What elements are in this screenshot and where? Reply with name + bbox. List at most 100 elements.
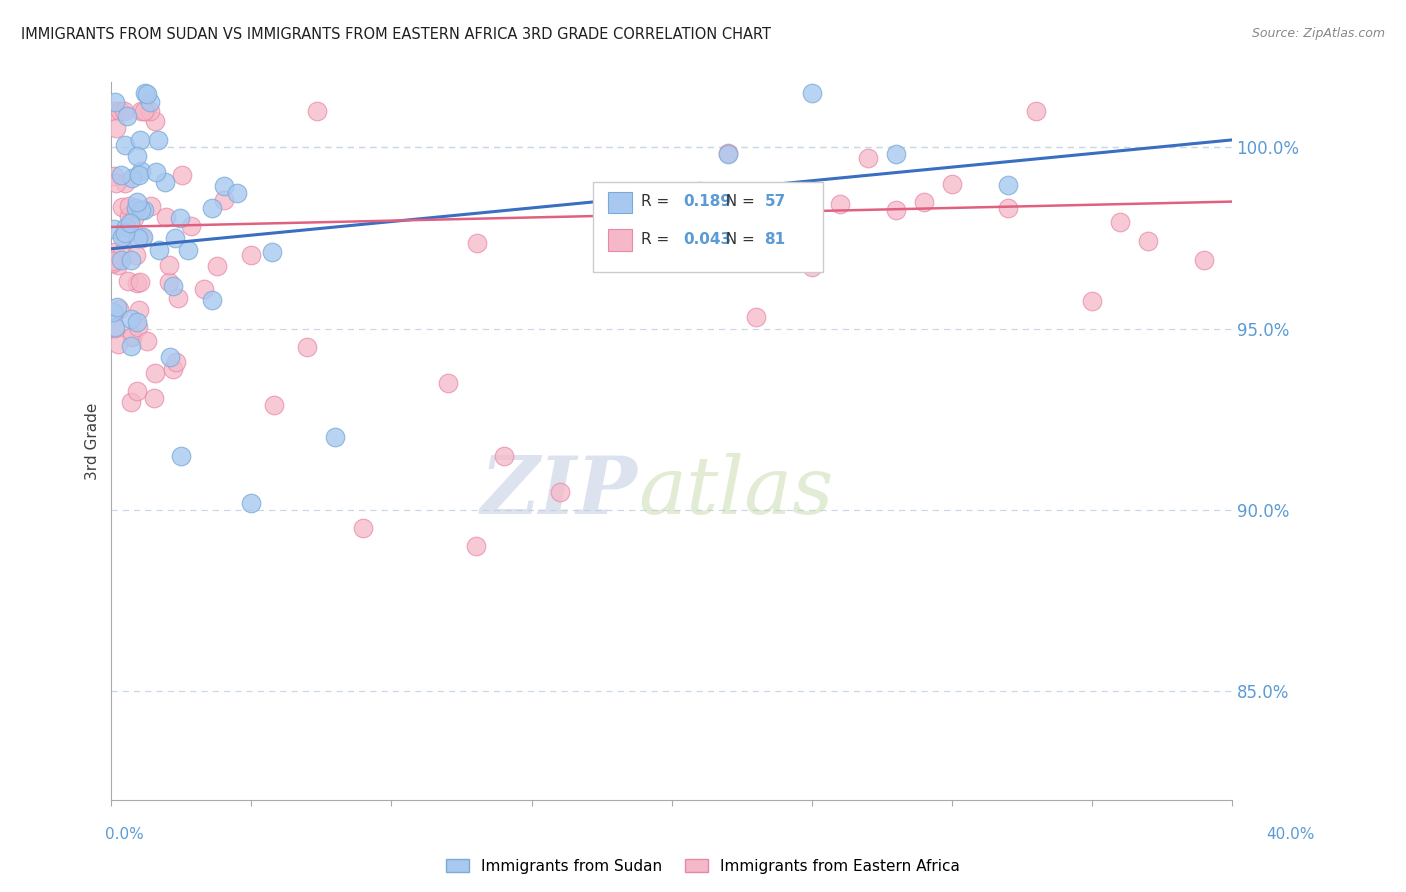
Point [212, 178, 235, 193]
Point [120, 339, 142, 353]
Point [997, 201, 1019, 215]
Point [117, 109, 139, 123]
Point [114, 177, 136, 191]
Point [1192, 252, 1215, 267]
Point [605, 245, 627, 260]
Point [131, 231, 153, 245]
Point [120, 395, 142, 409]
Point [143, 367, 166, 381]
Text: 0.189: 0.189 [683, 194, 731, 210]
Point [180, 219, 202, 234]
Point [941, 178, 963, 192]
Point [118, 210, 141, 224]
Point [172, 168, 194, 182]
Text: N =: N = [717, 232, 761, 247]
Point [139, 103, 162, 118]
Point [155, 210, 177, 224]
Point [125, 148, 148, 162]
Point [464, 539, 486, 553]
Point [108, 301, 131, 316]
Text: ZIP: ZIP [481, 452, 638, 530]
Point [997, 178, 1019, 192]
Point [134, 103, 156, 118]
Point [104, 321, 127, 335]
Point [162, 279, 184, 293]
Point [122, 211, 145, 225]
Point [104, 120, 127, 135]
Text: 0.0%: 0.0% [105, 827, 145, 841]
Point [111, 200, 134, 214]
Point [201, 293, 224, 307]
Point [159, 351, 181, 365]
Point [828, 196, 851, 211]
Point [128, 169, 150, 183]
Point [111, 245, 134, 260]
Point [111, 230, 134, 244]
Point [125, 195, 148, 210]
Point [307, 103, 329, 118]
Point [134, 86, 156, 100]
Point [884, 146, 907, 161]
Point [884, 202, 907, 217]
Point [117, 274, 139, 288]
Point [800, 260, 823, 275]
Point [492, 449, 515, 463]
Point [136, 334, 159, 348]
Point [162, 362, 184, 376]
Point [1136, 235, 1159, 249]
Point [107, 336, 129, 351]
Point [101, 255, 124, 269]
Point [226, 186, 249, 200]
Point [353, 521, 375, 535]
FancyBboxPatch shape [607, 192, 633, 213]
Point [103, 244, 125, 259]
Point [108, 103, 131, 118]
Point [201, 201, 224, 215]
Text: 81: 81 [765, 232, 786, 247]
Point [103, 319, 125, 334]
Point [117, 198, 139, 212]
Point [744, 310, 766, 325]
Point [124, 202, 146, 216]
Point [170, 449, 193, 463]
Point [856, 151, 879, 165]
Point [127, 230, 149, 244]
Point [127, 315, 149, 329]
Point [135, 103, 157, 118]
Legend: Immigrants from Sudan, Immigrants from Eastern Africa: Immigrants from Sudan, Immigrants from E… [440, 853, 966, 880]
Point [101, 305, 124, 319]
Point [143, 113, 166, 128]
Point [104, 95, 127, 109]
Point [240, 496, 263, 510]
Text: IMMIGRANTS FROM SUDAN VS IMMIGRANTS FROM EASTERN AFRICA 3RD GRADE CORRELATION CH: IMMIGRANTS FROM SUDAN VS IMMIGRANTS FROM… [21, 27, 770, 42]
Point [141, 199, 163, 213]
Y-axis label: 3rd Grade: 3rd Grade [86, 402, 100, 480]
Point [101, 253, 124, 268]
Point [110, 253, 132, 268]
Point [465, 236, 488, 251]
Point [136, 87, 159, 102]
Point [125, 276, 148, 290]
Point [260, 244, 283, 259]
Point [129, 203, 152, 218]
Point [912, 195, 935, 210]
Point [193, 281, 215, 295]
Point [110, 169, 132, 183]
Point [145, 165, 167, 179]
Point [800, 86, 823, 100]
Text: R =: R = [641, 194, 675, 210]
Text: 40.0%: 40.0% [1267, 827, 1315, 841]
Point [142, 391, 165, 405]
Point [157, 275, 180, 289]
Point [107, 259, 129, 273]
Point [107, 300, 129, 314]
Point [120, 253, 142, 268]
Point [124, 248, 146, 262]
Point [689, 184, 711, 198]
Point [125, 384, 148, 399]
Point [118, 216, 141, 230]
Point [325, 430, 347, 444]
Point [157, 259, 180, 273]
Point [121, 170, 143, 185]
Point [716, 147, 738, 161]
